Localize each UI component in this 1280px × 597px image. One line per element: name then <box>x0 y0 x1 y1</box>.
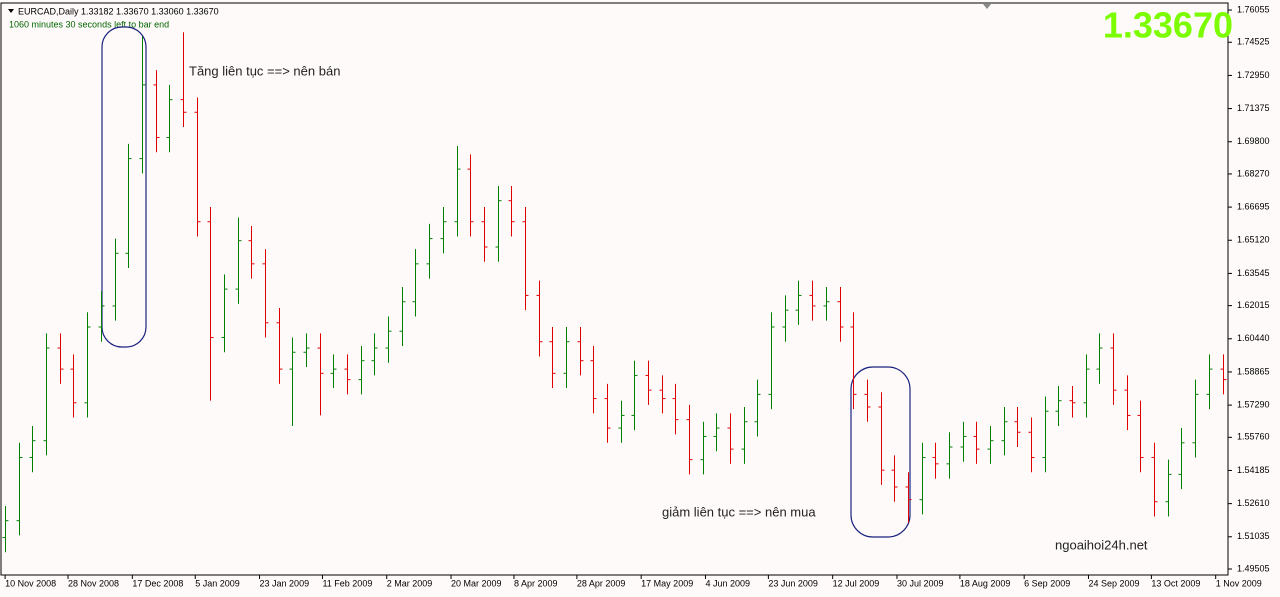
y-tick-label: 1.76055 <box>1237 4 1270 14</box>
x-tick-label: 8 Apr 2009 <box>514 578 558 588</box>
plot-frame <box>0 2 1229 576</box>
x-tick-label: 28 Nov 2008 <box>68 578 119 588</box>
y-tick-label: 1.49505 <box>1237 563 1270 573</box>
timer: 1060 minutes 30 seconds left to bar end <box>9 19 169 29</box>
symbol-info: EURCAD,Daily 1.33182 1.33670 1.33060 1.3… <box>18 6 219 16</box>
x-tick-label: 11 Feb 2009 <box>322 578 372 588</box>
y-tick-label: 1.54185 <box>1237 465 1270 475</box>
x-tick-label: 5 Jan 2009 <box>195 578 240 588</box>
x-tick-label: 18 Aug 2009 <box>960 578 1011 588</box>
y-tick-label: 1.60440 <box>1237 333 1270 343</box>
y-tick-label: 1.63545 <box>1237 268 1270 278</box>
y-tick-label: 1.57290 <box>1237 399 1270 409</box>
x-tick-label: 23 Jun 2009 <box>768 578 818 588</box>
y-tick-label: 1.72950 <box>1237 70 1270 80</box>
y-tick-label: 1.52610 <box>1237 498 1270 508</box>
menu-arrow <box>8 9 14 13</box>
x-tick-label: 30 Jul 2009 <box>897 578 944 588</box>
annotation: Tăng liên tục ==> nên bán <box>189 63 340 78</box>
x-tick-label: 24 Sep 2009 <box>1088 578 1139 588</box>
y-tick-label: 1.58865 <box>1237 366 1270 376</box>
y-tick-label: 1.69800 <box>1237 136 1270 146</box>
highlight-ellipse <box>850 366 911 538</box>
y-tick-label: 1.65120 <box>1237 235 1270 245</box>
last-price: 1.33670 <box>1103 5 1233 46</box>
x-tick-label: 10 Nov 2008 <box>5 578 56 588</box>
annotation: giảm liên tục ==> nên mua <box>662 504 816 519</box>
x-tick-label: 20 Mar 2009 <box>451 578 502 588</box>
x-tick-label: 13 Oct 2009 <box>1151 578 1200 588</box>
x-tick-label: 28 Apr 2009 <box>577 578 626 588</box>
y-tick-label: 1.62015 <box>1237 300 1270 310</box>
x-tick-label: 17 May 2009 <box>641 578 693 588</box>
y-tick-label: 1.74525 <box>1237 37 1270 47</box>
shift-marker <box>983 4 991 9</box>
y-tick-label: 1.51035 <box>1237 531 1270 541</box>
y-tick-label: 1.71375 <box>1237 103 1270 113</box>
x-tick-label: 4 Jun 2009 <box>705 578 750 588</box>
x-tick-label: 23 Jan 2009 <box>260 578 310 588</box>
watermark: ngoaihoi24h.net <box>1055 537 1148 552</box>
y-tick-label: 1.66695 <box>1237 201 1270 211</box>
y-tick-label: 1.68270 <box>1237 168 1270 178</box>
highlight-ellipse <box>101 26 147 348</box>
x-tick-label: 17 Dec 2008 <box>132 578 183 588</box>
x-tick-label: 12 Jul 2009 <box>833 578 880 588</box>
x-tick-label: 2 Mar 2009 <box>387 578 433 588</box>
x-tick-label: 1 Nov 2009 <box>1216 578 1262 588</box>
y-tick-label: 1.55760 <box>1237 432 1270 442</box>
x-tick-label: 6 Sep 2009 <box>1024 578 1070 588</box>
